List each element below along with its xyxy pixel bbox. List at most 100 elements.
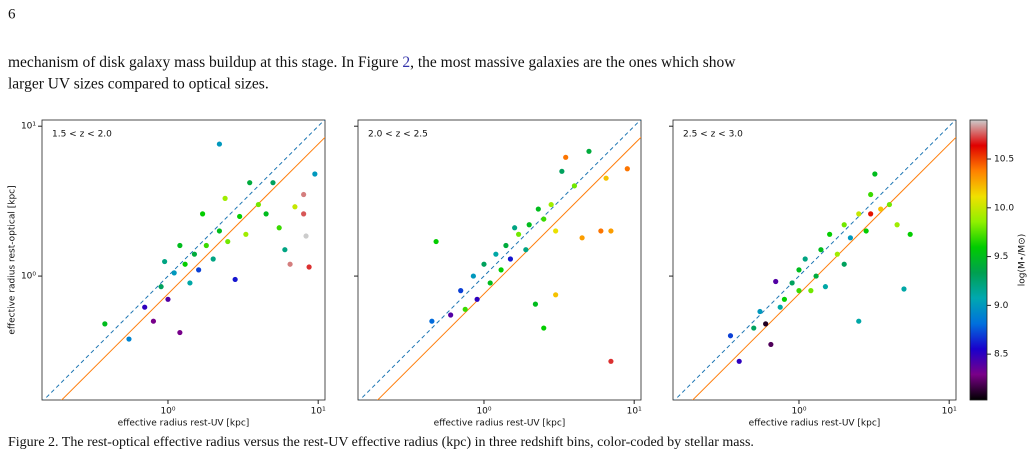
data-point bbox=[532, 301, 539, 307]
data-point bbox=[553, 228, 559, 234]
data-point bbox=[171, 270, 177, 276]
y-tick-label: 10⁰ bbox=[21, 272, 36, 282]
data-point bbox=[872, 171, 878, 177]
data-point bbox=[498, 267, 504, 273]
reference-line bbox=[674, 120, 956, 400]
data-point bbox=[515, 231, 522, 237]
data-point bbox=[777, 304, 783, 310]
data-point bbox=[237, 213, 243, 220]
paragraph-line: larger UV sizes compared to optical size… bbox=[8, 76, 269, 93]
plot-frame bbox=[41, 119, 326, 401]
data-point bbox=[512, 225, 518, 231]
reference-line bbox=[359, 120, 641, 400]
data-point bbox=[526, 222, 532, 228]
colorbar-tick-label: 8.5 bbox=[994, 350, 1008, 360]
data-point bbox=[177, 242, 183, 249]
data-point bbox=[263, 211, 269, 217]
colorbar-tick-label: 10.0 bbox=[994, 203, 1014, 213]
y-axis-label: effective radius rest-optical [kpc] bbox=[8, 185, 18, 334]
data-point bbox=[813, 273, 819, 279]
data-point bbox=[841, 261, 847, 267]
data-point bbox=[222, 195, 228, 201]
colorbar-label: log(M⋆/M⊙) bbox=[1018, 234, 1028, 286]
data-point bbox=[481, 261, 487, 267]
data-point bbox=[827, 231, 833, 237]
data-point bbox=[312, 171, 318, 177]
data-point bbox=[901, 286, 907, 292]
data-point bbox=[868, 191, 874, 198]
data-point bbox=[232, 276, 238, 283]
paragraph-line: mechanism of disk galaxy mass buildup at… bbox=[8, 54, 736, 71]
colorbar-tick-label: 10.5 bbox=[994, 155, 1014, 165]
data-point bbox=[878, 206, 884, 212]
data-point bbox=[841, 222, 847, 228]
data-point bbox=[727, 333, 734, 339]
data-point bbox=[225, 238, 231, 245]
data-point bbox=[768, 341, 774, 348]
data-point bbox=[624, 166, 630, 172]
data-point bbox=[216, 141, 223, 147]
data-point bbox=[763, 321, 769, 327]
data-point bbox=[757, 308, 763, 315]
data-point bbox=[303, 233, 309, 239]
x-tick-label: 10⁰ bbox=[160, 407, 175, 417]
x-tick-label: 10¹ bbox=[942, 407, 957, 417]
data-point bbox=[470, 273, 476, 279]
data-point bbox=[247, 180, 253, 186]
data-point bbox=[292, 204, 298, 210]
data-point bbox=[191, 251, 198, 257]
data-point bbox=[541, 216, 547, 222]
data-point bbox=[856, 211, 862, 217]
data-point bbox=[276, 225, 282, 231]
data-point bbox=[808, 288, 814, 294]
data-point bbox=[834, 251, 840, 257]
data-point bbox=[863, 228, 869, 234]
data-point bbox=[796, 267, 802, 273]
data-point bbox=[535, 206, 541, 212]
data-point bbox=[102, 321, 108, 327]
y-tick-label: 10¹ bbox=[21, 122, 36, 132]
colorbar-tick-label: 9.0 bbox=[994, 301, 1009, 311]
data-point bbox=[822, 284, 829, 290]
page-number: 6 bbox=[8, 6, 16, 22]
data-point bbox=[571, 183, 578, 189]
reference-line bbox=[691, 136, 956, 400]
data-point bbox=[255, 201, 262, 208]
plot-frame bbox=[672, 119, 957, 401]
reference-line bbox=[376, 136, 641, 400]
caption: Figure 2. The rest-optical effective rad… bbox=[8, 435, 754, 450]
x-tick-label: 10⁰ bbox=[791, 407, 806, 417]
data-point bbox=[603, 175, 609, 181]
reference-line bbox=[60, 136, 325, 400]
data-point bbox=[243, 231, 249, 237]
data-point bbox=[203, 242, 209, 249]
data-point bbox=[458, 288, 464, 294]
data-point bbox=[142, 304, 148, 310]
panel-label: 2.5 < z < 3.0 bbox=[683, 130, 743, 140]
data-point bbox=[301, 211, 307, 217]
reference-line bbox=[43, 120, 325, 400]
data-point bbox=[541, 325, 547, 331]
data-point bbox=[210, 256, 216, 262]
text: mechanism of disk galaxy mass buildup at… bbox=[8, 54, 402, 71]
data-point bbox=[907, 231, 913, 237]
data-point bbox=[796, 288, 802, 294]
data-point bbox=[856, 318, 862, 324]
plot-frame bbox=[357, 119, 642, 401]
colorbar-tick-label: 9.5 bbox=[994, 252, 1008, 262]
data-point bbox=[579, 235, 585, 241]
data-point bbox=[448, 312, 454, 318]
panel-label: 1.5 < z < 2.0 bbox=[52, 130, 112, 140]
data-point bbox=[608, 228, 614, 234]
data-point bbox=[586, 148, 592, 154]
data-point bbox=[818, 247, 824, 253]
data-point bbox=[199, 211, 206, 217]
figure-link[interactable]: 2 bbox=[402, 54, 410, 71]
x-axis-label: effective radius rest-UV [kpc] bbox=[118, 419, 250, 429]
data-point bbox=[736, 358, 742, 364]
data-point bbox=[503, 242, 509, 249]
x-tick-label: 10¹ bbox=[311, 407, 326, 417]
data-point bbox=[150, 318, 157, 324]
data-point bbox=[270, 180, 276, 186]
data-point bbox=[301, 191, 307, 198]
